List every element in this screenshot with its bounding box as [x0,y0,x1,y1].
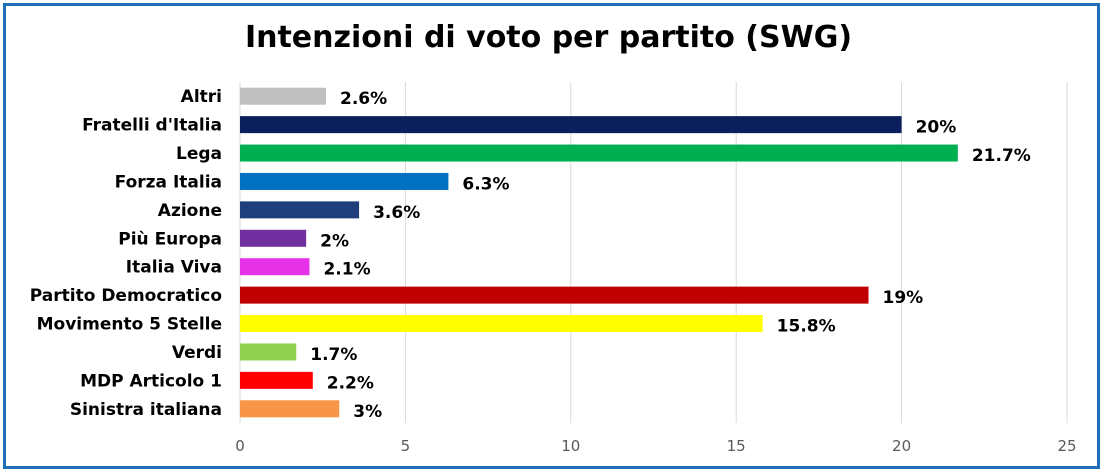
data-label-9: 1.7% [310,345,357,365]
bar-4 [240,201,360,219]
category-label-5: Più Europa [118,229,222,249]
category-label-0: Altri [181,87,222,107]
category-label-8: Movimento 5 Stelle [37,315,222,335]
data-label-3: 6.3% [462,174,509,194]
data-label-5: 2% [320,231,349,251]
bar-3 [240,172,449,190]
x-tick-label-15: 15 [727,437,746,455]
chart-frame [3,3,1100,469]
category-label-1: Fratelli d'Italia [82,116,222,136]
category-label-10: MDP Articolo 1 [80,371,222,391]
category-label-4: Azione [158,201,222,221]
bar-6 [240,258,310,276]
category-label-6: Italia Viva [126,258,222,278]
bar-7 [240,286,869,304]
category-label-3: Forza Italia [115,172,222,192]
category-label-9: Verdi [172,343,222,363]
data-label-10: 2.2% [327,373,374,393]
bar-10 [240,371,313,389]
bar-5 [240,229,307,247]
bar-0 [240,87,327,105]
bar-9 [240,343,297,361]
category-label-7: Partito Democratico [30,286,222,306]
bar-11 [240,400,340,418]
bar-1 [240,116,902,134]
bar-8 [240,315,763,333]
data-label-2: 21.7% [972,146,1031,166]
data-label-6: 2.1% [323,260,370,280]
data-label-1: 20% [916,118,957,138]
x-tick-label-10: 10 [561,437,580,455]
x-tick-label-0: 0 [235,437,245,455]
chart-title: Intenzioni di voto per partito (SWG) [244,20,853,55]
data-label-7: 19% [883,288,924,308]
x-tick-label-20: 20 [892,437,911,455]
data-label-8: 15.8% [777,317,836,337]
bar-2 [240,144,958,162]
data-label-11: 3% [353,402,382,422]
category-label-2: Lega [176,144,222,164]
x-tick-label-5: 5 [401,437,411,455]
category-label-11: Sinistra italiana [70,400,222,420]
x-tick-label-25: 25 [1057,437,1076,455]
data-label-4: 3.6% [373,203,420,223]
data-label-0: 2.6% [340,89,387,109]
